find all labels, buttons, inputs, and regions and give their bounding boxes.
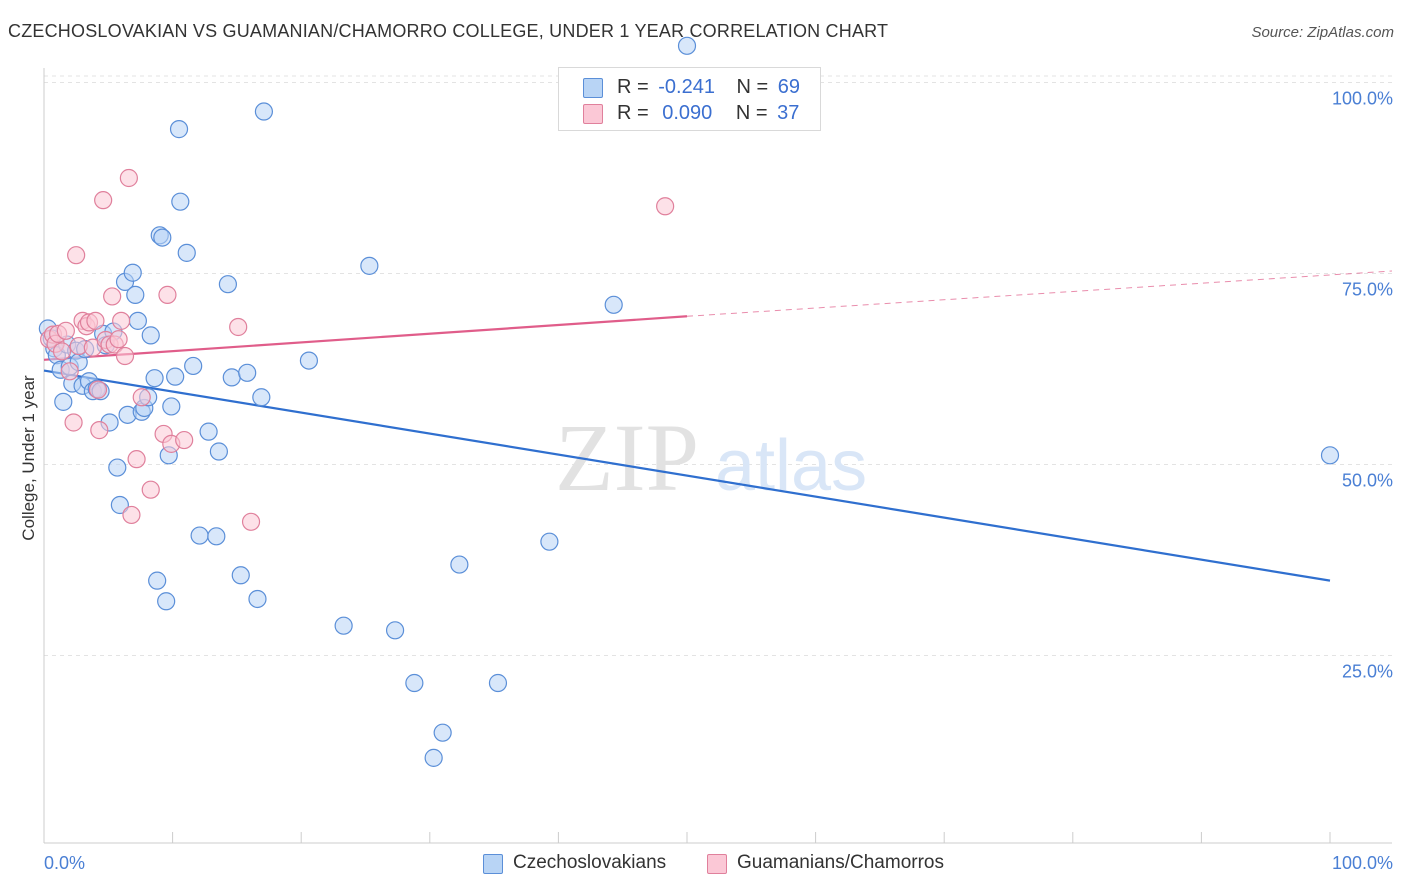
point-0-31 (141, 326, 160, 345)
point-0-61 (433, 723, 452, 742)
point-1-35 (656, 197, 675, 216)
legend-label: Guamanians/Chamorros (737, 852, 944, 873)
point-1-24 (119, 168, 138, 188)
point-0-21 (108, 458, 127, 477)
point-0-66 (677, 36, 697, 55)
legend-swatch-blue (583, 78, 603, 98)
point-1-8 (67, 246, 86, 265)
point-0-51 (238, 363, 257, 382)
point-1-36 (88, 380, 108, 399)
point-1-19 (103, 287, 122, 306)
point-0-47 (209, 442, 228, 461)
point-0-56 (334, 616, 353, 635)
legend-label: Czechoslovakians (513, 852, 667, 873)
point-0-27 (128, 311, 147, 330)
legend-swatch-blue (483, 854, 503, 874)
point-0-49 (222, 368, 241, 387)
point-0-36 (157, 592, 176, 611)
point-0-62 (450, 555, 469, 574)
point-0-45 (199, 422, 218, 441)
n-label: N = (735, 102, 768, 124)
y-axis-label: College, Under 1 year (19, 375, 38, 541)
point-0-33 (148, 571, 167, 590)
point-1-21 (109, 330, 128, 349)
point-0-5 (54, 392, 73, 411)
point-0-55 (299, 351, 319, 370)
data-points (38, 36, 1340, 767)
point-0-48 (218, 275, 237, 294)
point-0-58 (385, 621, 405, 640)
watermark-atlas: atlas (715, 426, 867, 506)
chart-title: CZECHOSLOVAKIAN VS GUAMANIAN/CHAMORRO CO… (8, 21, 889, 41)
axes (43, 68, 1392, 844)
point-0-50 (231, 566, 250, 585)
point-1-22 (112, 311, 131, 330)
r-label: R = (617, 76, 649, 98)
n-value: 37 (777, 102, 800, 124)
point-0-42 (177, 243, 196, 262)
point-0-63 (488, 673, 508, 693)
point-0-54 (254, 102, 274, 121)
point-1-27 (132, 388, 151, 407)
point-0-25 (123, 263, 142, 282)
n-label: N = (736, 76, 769, 98)
r-label: R = (617, 102, 649, 124)
trend-extension-1 (686, 270, 1393, 317)
point-0-67 (1320, 446, 1340, 465)
point-0-46 (207, 527, 226, 546)
source-label: Source: ZipAtlas.com (1251, 24, 1394, 41)
point-0-44 (190, 526, 209, 545)
point-1-15 (90, 421, 109, 440)
point-0-22 (110, 495, 129, 515)
y-tick-label: 100.0% (1332, 89, 1393, 109)
watermark: ZIP atlas (555, 404, 867, 511)
point-1-7 (64, 413, 83, 432)
legend-text: R = 0.090 N = 37 (617, 102, 799, 125)
point-0-40 (169, 120, 189, 139)
y-tick-label: 75.0% (1342, 280, 1393, 300)
point-1-4 (52, 342, 72, 361)
correlation-legend: R = -0.241 N = 69 R = 0.090 N = 37 (558, 67, 821, 131)
point-0-38 (162, 397, 181, 416)
x-tick-label-min: 0.0% (44, 853, 85, 873)
legend-swatch-pink (583, 104, 603, 124)
point-1-30 (158, 285, 177, 304)
trend-line-1 (43, 315, 688, 361)
point-1-34 (241, 512, 261, 531)
point-1-26 (127, 450, 146, 469)
point-0-52 (248, 589, 267, 609)
point-1-23 (115, 346, 135, 366)
point-0-59 (405, 673, 424, 693)
point-0-41 (171, 192, 190, 211)
point-0-39 (166, 367, 185, 386)
point-0-26 (126, 285, 145, 304)
point-0-57 (360, 256, 379, 275)
point-0-35 (153, 228, 172, 247)
point-1-5 (56, 321, 75, 340)
point-1-32 (175, 430, 194, 450)
point-1-28 (141, 480, 160, 499)
trend-line-0 (43, 369, 1331, 582)
point-1-33 (229, 317, 248, 337)
r-value: 0.090 (662, 102, 713, 124)
point-0-53 (252, 388, 271, 407)
point-0-64 (540, 532, 559, 551)
y-tick-label: 50.0% (1342, 471, 1393, 491)
tick-labels: 25.0% 50.0% 75.0% 100.0% 0.0% 100.0% (44, 89, 1393, 874)
n-value: 69 (777, 76, 801, 98)
point-1-25 (122, 505, 141, 525)
point-0-32 (145, 369, 164, 388)
y-tick-label: 25.0% (1342, 662, 1393, 682)
point-1-6 (60, 362, 79, 381)
x-tick-label-max: 100.0% (1332, 853, 1393, 873)
point-0-60 (424, 748, 443, 767)
r-value: -0.241 (658, 76, 715, 98)
point-1-16 (94, 191, 113, 210)
point-1-14 (86, 311, 105, 330)
point-0-65 (604, 295, 623, 314)
point-0-43 (184, 356, 203, 376)
legend-swatch-pink (707, 854, 727, 874)
legend-text: R = -0.241 N = 69 (617, 76, 800, 99)
